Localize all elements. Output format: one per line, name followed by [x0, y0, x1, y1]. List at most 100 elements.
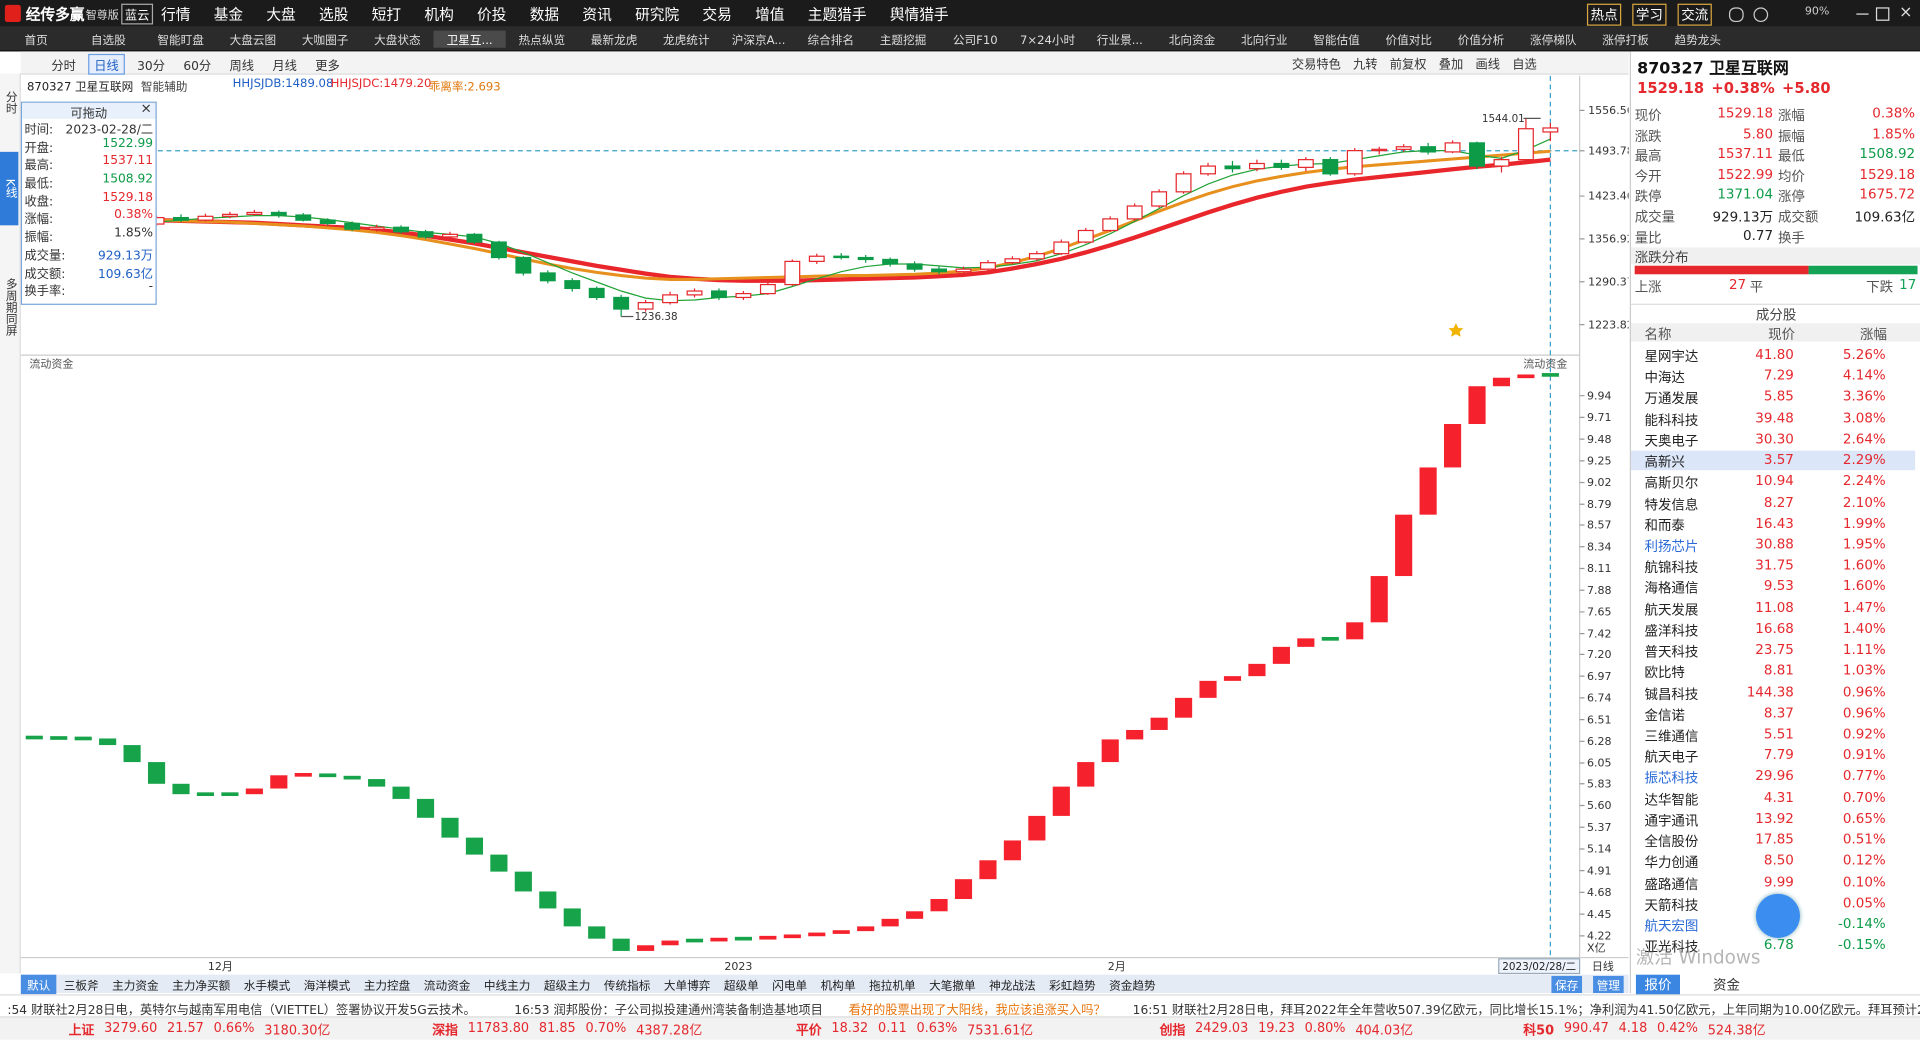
page-tab[interactable]: 北向行业	[1241, 33, 1288, 48]
stock-row[interactable]: 星网宇达 41.80 5.26%	[1631, 345, 1915, 365]
menu-item[interactable]: 研究院	[635, 6, 680, 24]
stock-row[interactable]: 高斯贝尔 10.94 2.24%	[1631, 472, 1915, 491]
period-button[interactable]: 30分	[137, 60, 165, 74]
menu-item[interactable]: 舆情猎手	[889, 6, 949, 24]
user-icon[interactable]	[1728, 7, 1744, 23]
indicator-tab[interactable]: 海洋模式	[303, 978, 351, 993]
stock-row[interactable]: 天箭科技 0.05%	[1631, 894, 1915, 913]
page-tab[interactable]: 大盘云图	[229, 33, 277, 48]
indicator-action[interactable]: 管理	[1593, 975, 1624, 994]
side-tab[interactable]: 多周期同屏	[3, 278, 17, 337]
stock-row[interactable]: 特发信息 8.27 2.10%	[1631, 493, 1915, 512]
indicator-tab[interactable]: 水手模式	[243, 978, 291, 993]
tool-button[interactable]: 叠加	[1438, 58, 1464, 73]
menu-item[interactable]: 主题猎手	[807, 6, 867, 24]
page-tab[interactable]: 价值对比	[1385, 33, 1433, 48]
stock-row[interactable]: 中海达 7.29 4.14%	[1631, 366, 1915, 386]
stock-row[interactable]: 航天发展 11.08 1.47%	[1631, 598, 1915, 618]
indicator-tab[interactable]: 主力净买额	[172, 978, 231, 993]
menu-item[interactable]: 选股	[319, 6, 349, 24]
page-tab[interactable]: 卫星互...	[433, 30, 506, 48]
index-group[interactable]: 深指 11783.80 81.85 0.70% 4387.28亿	[432, 1021, 702, 1039]
page-tab[interactable]: 价值分析	[1457, 33, 1505, 48]
stock-row[interactable]: 铖昌科技 144.38 0.96%	[1631, 683, 1915, 702]
stock-row[interactable]: 欧比特 8.81 1.03%	[1631, 662, 1915, 681]
period-button[interactable]: 更多	[315, 60, 340, 74]
stock-row[interactable]: 盛洋科技 16.68 1.40%	[1631, 619, 1915, 639]
stock-row[interactable]: 盛路通信 9.99 0.10%	[1631, 872, 1915, 892]
indicator-tab[interactable]: 流动资金	[423, 978, 471, 993]
stock-row[interactable]: 三维通信 5.51 0.92%	[1631, 725, 1915, 744]
stock-row[interactable]: 和而泰 16.43 1.99%	[1631, 514, 1915, 533]
index-group[interactable]: 平价 18.32 0.11 0.63% 7531.61亿	[796, 1021, 1033, 1039]
page-tab[interactable]: 智能估值	[1313, 33, 1360, 48]
indicator-tab[interactable]: 主力资金	[112, 978, 159, 993]
period-button[interactable]: 日线	[88, 53, 125, 75]
indicator-tab[interactable]: 彩虹趋势	[1049, 978, 1096, 993]
menu-item[interactable]: 增值	[755, 6, 785, 24]
page-tab[interactable]: 龙虎统计	[663, 33, 710, 48]
period-button[interactable]: 月线	[272, 60, 297, 74]
stock-row[interactable]: 利扬芯片 30.88 1.95%	[1631, 535, 1915, 554]
indicator-tab[interactable]: 超级单	[723, 978, 759, 993]
page-tab[interactable]: 热点纵览	[518, 33, 566, 48]
indicator-tab[interactable]: 默认	[20, 974, 57, 994]
tool-button[interactable]: 自选	[1512, 58, 1537, 73]
page-tab[interactable]: 趋势龙头	[1674, 33, 1722, 48]
stock-row[interactable]: 高新兴 3.57 2.29%	[1631, 450, 1916, 471]
indicator-tab[interactable]: 大单博弈	[663, 978, 711, 993]
menu-item[interactable]: 机构	[424, 6, 454, 24]
stock-row[interactable]: 航锦科技 31.75 1.60%	[1631, 556, 1915, 575]
side-tab[interactable]: K线	[0, 151, 19, 226]
stock-row[interactable]: 达华智能 4.31 0.70%	[1631, 788, 1915, 807]
news-item[interactable]: 16:51 财联社2月28日电，拜耳2022年全年营收507.39亿欧元，同比增…	[1132, 1004, 1920, 1018]
menu-item[interactable]: 基金	[213, 6, 244, 24]
page-tab[interactable]: 大咖圈子	[301, 33, 349, 48]
page-tab[interactable]: 主题挖掘	[879, 33, 927, 48]
tool-button[interactable]: 画线	[1475, 58, 1501, 73]
stock-row[interactable]: 通宇通讯 13.92 0.65%	[1631, 809, 1915, 828]
menu-item[interactable]: 大盘	[266, 6, 296, 24]
stock-row[interactable]: 普天科技 23.75 1.11%	[1631, 641, 1915, 660]
info-box-close[interactable]: ×	[140, 100, 152, 117]
page-tab[interactable]: 7×24小时	[1019, 33, 1076, 48]
bottom-tab[interactable]: 资金	[1713, 977, 1741, 994]
page-tab[interactable]: 综合排名	[807, 33, 855, 48]
indicator-action[interactable]: 保存	[1551, 975, 1583, 994]
side-tab[interactable]: 分时	[3, 90, 17, 114]
bottom-tab[interactable]: 报价	[1635, 974, 1681, 995]
page-tab[interactable]: 最新龙虎	[590, 33, 638, 48]
index-group[interactable]: 科50 990.47 4.18 0.42% 524.38亿	[1523, 1021, 1765, 1039]
settings-icon[interactable]	[1753, 7, 1769, 23]
period-button[interactable]: 分时	[51, 60, 76, 74]
indicator-tab[interactable]: 三板斧	[63, 978, 99, 993]
menu-item[interactable]: 短打	[371, 6, 402, 24]
stock-row[interactable]: 能科科技 39.48 3.08%	[1631, 409, 1915, 428]
stock-row[interactable]: 华力创通 8.50 0.12%	[1631, 851, 1915, 871]
period-button[interactable]: 60分	[183, 60, 212, 74]
stock-row[interactable]: 天奥电子 30.30 2.64%	[1631, 430, 1915, 449]
menu-item[interactable]: 交易	[702, 6, 732, 24]
news-item[interactable]: :54 财联社2月28日电，英特尔与越南军用电信（VIETTEL）签署协议开发5…	[7, 1004, 476, 1018]
page-tab[interactable]: 沪深京A...	[731, 33, 786, 48]
index-group[interactable]: 创指 2429.03 19.23 0.80% 404.03亿	[1160, 1021, 1414, 1039]
news-item[interactable]: 16:53 润邦股份：子公司拟投建通州湾装备制造基地项目	[514, 1004, 823, 1018]
indicator-tab[interactable]: 超级主力	[543, 978, 591, 993]
indicator-tab[interactable]: 资金趋势	[1109, 978, 1156, 993]
index-group[interactable]: 上证 3279.60 21.57 0.66% 3180.30亿	[69, 1021, 331, 1039]
page-tab[interactable]: 大盘状态	[374, 33, 421, 48]
indicator-tab[interactable]: 神龙战法	[989, 978, 1036, 993]
tool-button[interactable]: 九转	[1353, 58, 1378, 73]
menu-item[interactable]: 价投	[477, 6, 507, 24]
tool-button[interactable]: 前复权	[1389, 58, 1427, 73]
menu-item[interactable]: 资讯	[582, 6, 612, 24]
stock-row[interactable]: 航天电子 7.79 0.91%	[1631, 746, 1915, 765]
period-button[interactable]: 周线	[229, 60, 255, 74]
stock-row[interactable]: 航天宏图 -0.14%	[1631, 915, 1915, 934]
tool-button[interactable]: 交易特色	[1291, 58, 1341, 73]
stock-row[interactable]: 亚光科技 6.78 -0.15%	[1631, 936, 1915, 955]
info-box[interactable]: 可拖动 × 时间: 2023-02-28/二 开盘: 1522.99 最高: 1537.11 最…	[20, 100, 157, 305]
top-button[interactable]: 学习	[1632, 3, 1667, 26]
menu-item[interactable]: 行情	[161, 6, 191, 24]
indicator-tab[interactable]: 大笔撤单	[929, 978, 976, 993]
